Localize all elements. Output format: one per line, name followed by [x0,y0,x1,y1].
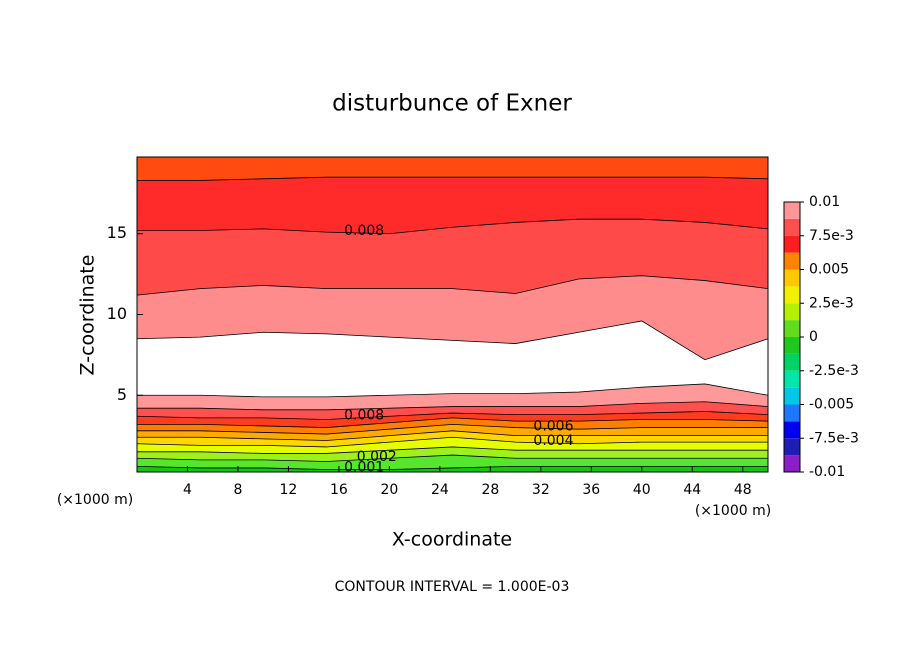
colorbar-swatch [784,438,800,456]
colorbar-swatch [784,269,800,287]
x-tick-label: 40 [633,482,651,498]
y-tick-label: 15 [107,223,127,242]
x-tick-label: 48 [734,482,752,498]
x-tick-label: 12 [280,482,298,498]
contour-label: 0.008 [344,408,384,424]
x-axis-label: X-coordinate [392,529,512,551]
chart-title: disturbunce of Exner [332,91,572,117]
x-unit: (×1000 m) [57,492,133,508]
contour-line [136,465,768,470]
colorbar-swatch [784,252,800,270]
x-tick-label: 44 [683,482,701,498]
x-tick-label: 36 [582,482,600,498]
contour-line [137,430,768,441]
contour-label: 0.004 [533,433,573,449]
contour-line [137,446,768,454]
x-tick-label: 24 [431,482,449,498]
colorbar-label: 0 [809,329,818,345]
contour-line [136,275,769,296]
contour-label: 0.008 [344,223,384,239]
x-tick-label: 8 [233,482,242,498]
contour-line [137,218,769,235]
colorbar-swatch [784,353,800,371]
x-tick-label: 28 [481,482,499,498]
y-tick-label: 10 [107,304,127,323]
colorbar-label: 2.5e-3 [809,295,854,311]
x-tick-label: 16 [330,482,348,498]
colorbar-swatch [784,404,800,422]
colorbar-swatch [784,303,800,321]
colorbar-label: -0.01 [809,464,845,480]
contour-line [137,383,769,398]
x-tick-label: 20 [380,482,398,498]
colorbar-label: 0.005 [809,262,849,278]
colorbar-swatch [784,421,800,439]
contour-line [136,411,769,420]
contour-line [136,436,768,448]
contour-line [136,320,769,361]
colorbar-label: 0.01 [809,194,840,210]
contour-line [137,417,769,428]
colorbar-swatch [784,218,800,236]
footnote: CONTOUR INTERVAL = 1.000E-03 [335,579,570,595]
contour-line [137,423,768,435]
contour-line [136,454,768,462]
colorbar-label: -0.005 [809,397,854,413]
colorbar-swatch [784,387,800,405]
colorbar-swatch [784,337,800,354]
y-tick-label: 5 [117,385,127,404]
colorbar-label: 7.5e-3 [809,228,854,244]
colorbar-swatch [784,202,800,219]
x-tick-label: 32 [532,482,550,498]
colorbar-swatch [784,286,800,304]
y-axis-label: Z-coordinate [77,255,99,376]
colorbar-label: -2.5e-3 [809,363,859,379]
colorbar-swatch [784,235,800,253]
x-unit: (×1000 m) [695,503,771,519]
colorbar-swatch [784,370,800,388]
contour-label: 0.002 [357,449,397,465]
colorbar-swatch [784,320,800,337]
contour-label: 0.006 [533,419,573,435]
x-tick-label: 4 [183,482,192,498]
contour-line [137,176,769,181]
colorbar-label: -7.5e-3 [809,430,859,446]
contour-line [137,401,769,411]
colorbar-swatch [784,455,800,472]
